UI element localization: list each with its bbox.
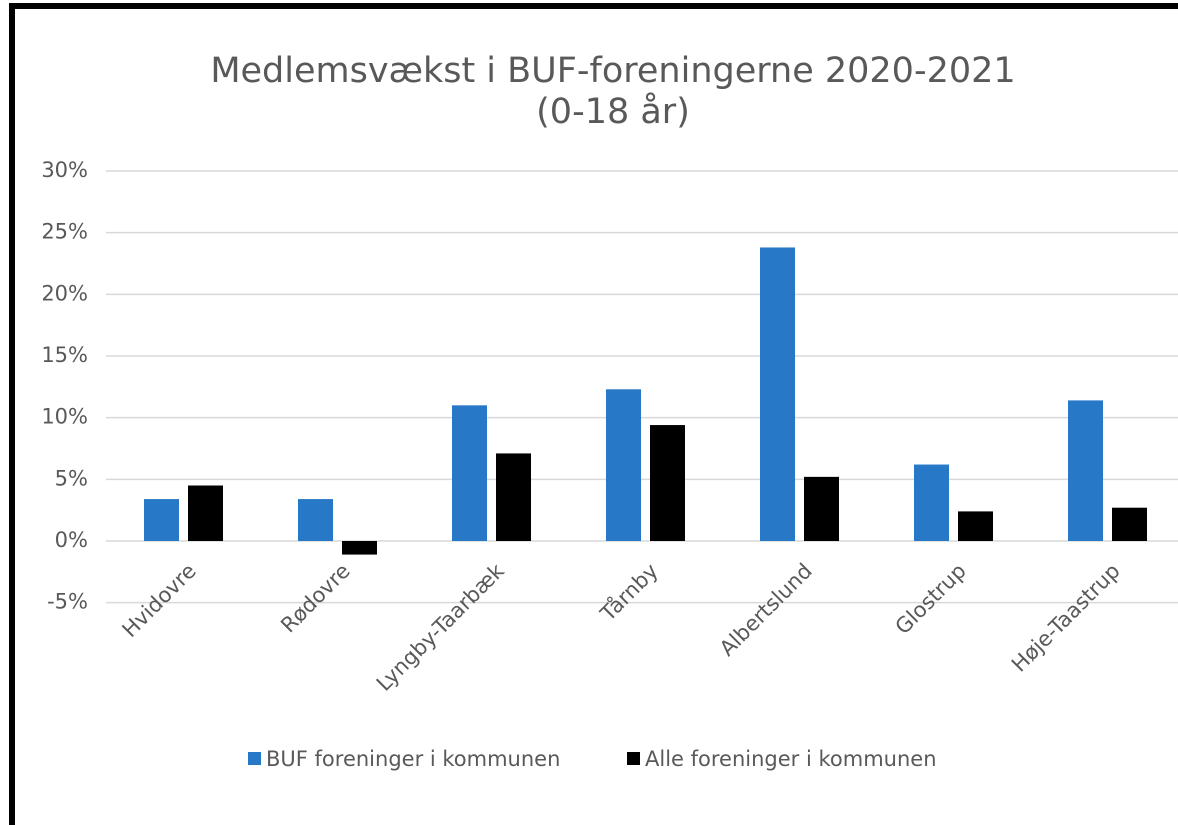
x-tick-label: Høje-Taastrup	[1007, 559, 1125, 677]
x-tick-label: Lyngby-Taarbæk	[372, 558, 510, 696]
bar	[496, 453, 531, 541]
x-tick-label: Tårnby	[594, 558, 662, 626]
legend-swatch	[248, 752, 261, 765]
bar	[958, 511, 993, 541]
x-tick-label: Hvidovre	[118, 559, 201, 642]
bar	[914, 464, 949, 541]
bar	[650, 425, 685, 541]
x-tick-label: Rødovre	[276, 559, 355, 638]
y-tick-label: 30%	[41, 158, 88, 182]
chart-title: (0-18 år)	[536, 91, 690, 132]
y-tick-label: 10%	[41, 405, 88, 429]
y-tick-label: 0%	[55, 528, 88, 552]
bar	[1068, 400, 1103, 541]
bar	[1112, 507, 1147, 541]
y-tick-label: 15%	[41, 343, 88, 367]
y-tick-label: 20%	[41, 281, 88, 305]
bar	[298, 499, 333, 541]
bar	[606, 389, 641, 541]
legend-label: Alle foreninger i kommunen	[645, 747, 937, 771]
y-tick-label: 5%	[55, 466, 88, 490]
bar	[804, 476, 839, 541]
legend-label: BUF foreninger i kommunen	[266, 747, 560, 771]
bar	[452, 405, 487, 541]
y-tick-label: 25%	[41, 220, 88, 244]
chart-title: Medlemsvækst i BUF-foreningerne 2020-202…	[210, 51, 1015, 91]
bar	[144, 499, 179, 541]
bar	[342, 541, 377, 555]
legend-swatch	[627, 752, 640, 765]
y-tick-label: -5%	[47, 590, 88, 614]
bar	[760, 247, 795, 541]
x-tick-label: Albertslund	[715, 559, 817, 661]
x-tick-label: Glostrup	[891, 559, 971, 639]
frame	[9, 3, 1178, 825]
bar	[188, 485, 223, 541]
